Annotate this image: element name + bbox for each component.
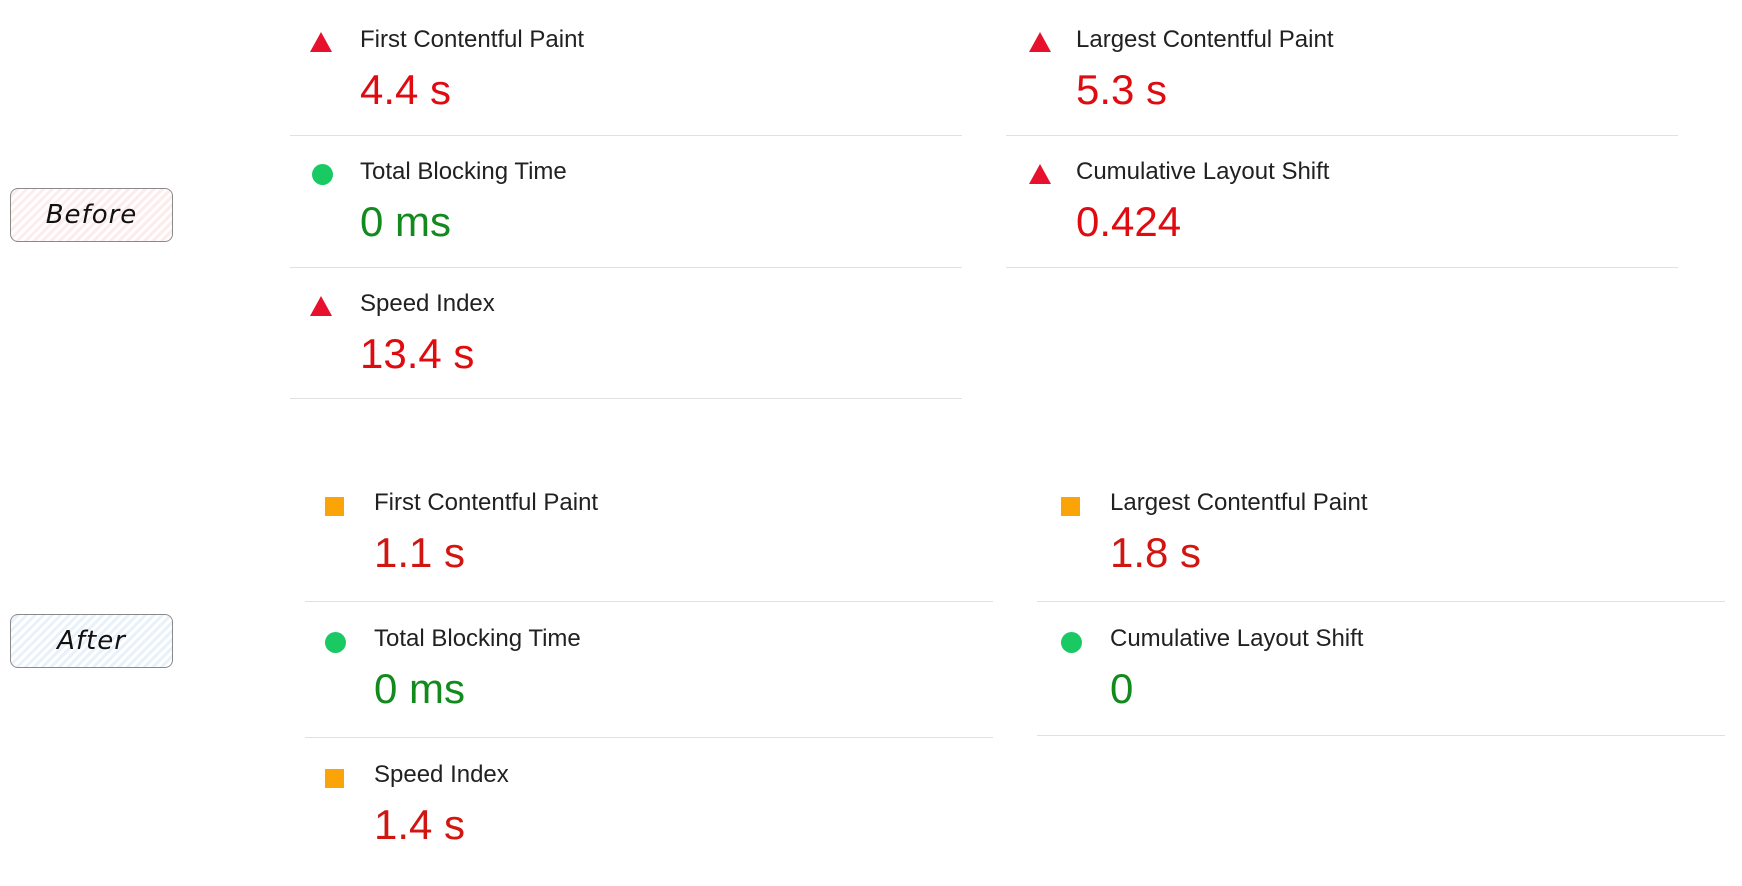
divider (290, 135, 962, 136)
after-metric-total-blocking-time: Total Blocking Time 0 ms (305, 625, 993, 739)
orange-square-icon (1061, 497, 1080, 516)
green-circle-icon (1061, 632, 1082, 653)
metric-value: 13.4 s (360, 330, 475, 377)
divider (1037, 601, 1725, 602)
metric-label: Speed Index (374, 761, 509, 788)
red-triangle-icon (310, 32, 332, 52)
after-metric-largest-contentful-paint: Largest Contentful Paint 1.8 s (1037, 489, 1725, 603)
metric-value: 4.4 s (360, 66, 452, 113)
green-circle-icon (312, 164, 333, 185)
after-metric-cumulative-layout-shift: Cumulative Layout Shift 0 (1037, 625, 1725, 739)
after-metric-first-contentful-paint: First Contentful Paint 1.1 s (305, 489, 993, 603)
red-triangle-icon (1029, 164, 1051, 184)
before-metric-largest-contentful-paint: Largest Contentful Paint 5.3 s (1006, 26, 1678, 136)
orange-square-icon (325, 497, 344, 516)
metric-value: 1.8 s (1110, 529, 1202, 576)
metric-label: Total Blocking Time (374, 625, 581, 652)
before-metric-first-contentful-paint: First Contentful Paint 4.4 s (290, 26, 962, 136)
orange-square-icon (325, 769, 344, 788)
metric-value: 0.424 (1076, 198, 1182, 245)
metric-value: 1.1 s (374, 529, 466, 576)
metric-value: 0 (1110, 665, 1134, 712)
before-metric-cumulative-layout-shift: Cumulative Layout Shift 0.424 (1006, 158, 1678, 268)
divider (1006, 135, 1678, 136)
metric-value: 0 ms (360, 198, 452, 245)
metric-value: 5.3 s (1076, 66, 1168, 113)
after-metric-speed-index: Speed Index 1.4 s (305, 761, 993, 875)
metric-label: First Contentful Paint (360, 26, 585, 53)
metric-label: Cumulative Layout Shift (1110, 625, 1364, 652)
metric-label: Speed Index (360, 290, 495, 317)
divider (290, 398, 962, 399)
before-tag: Before (10, 188, 173, 242)
after-tag: After (10, 614, 173, 668)
metric-label: Total Blocking Time (360, 158, 567, 185)
red-triangle-icon (310, 296, 332, 316)
metric-label: Largest Contentful Paint (1110, 489, 1368, 516)
divider (1006, 267, 1678, 268)
divider (305, 737, 993, 738)
metric-value: 0 ms (374, 665, 466, 712)
divider (1037, 735, 1725, 736)
green-circle-icon (325, 632, 346, 653)
metric-label: First Contentful Paint (374, 489, 599, 516)
divider (305, 601, 993, 602)
before-metric-speed-index: Speed Index 13.4 s (290, 290, 962, 400)
before-metric-total-blocking-time: Total Blocking Time 0 ms (290, 158, 962, 268)
metric-label: Largest Contentful Paint (1076, 26, 1334, 53)
divider (290, 267, 962, 268)
metric-label: Cumulative Layout Shift (1076, 158, 1330, 185)
red-triangle-icon (1029, 32, 1051, 52)
metric-value: 1.4 s (374, 801, 466, 848)
